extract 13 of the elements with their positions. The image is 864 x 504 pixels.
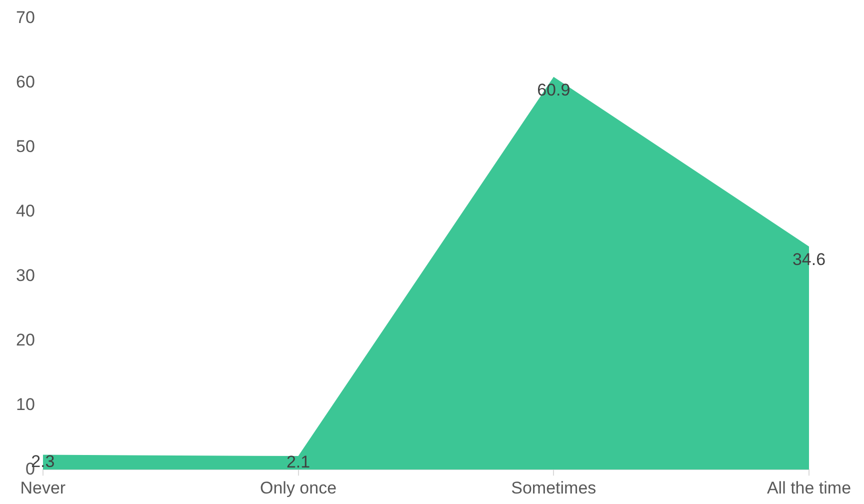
y-tick-label: 60 (16, 72, 35, 92)
y-tick-label: 50 (16, 136, 35, 156)
y-tick-label: 20 (16, 330, 35, 350)
data-label: 34.6 (792, 250, 826, 270)
data-label: 2.1 (286, 452, 310, 472)
x-tick-label: Only once (260, 478, 337, 498)
y-tick-label: 10 (16, 394, 35, 414)
y-tick-label: 70 (16, 8, 35, 27)
y-tick-label: 40 (16, 201, 35, 220)
x-tick-label: Never (20, 478, 66, 498)
y-tick-label: 30 (16, 266, 35, 285)
x-tick-label: Sometimes (511, 478, 596, 498)
x-tick-label: All the time (766, 478, 852, 498)
